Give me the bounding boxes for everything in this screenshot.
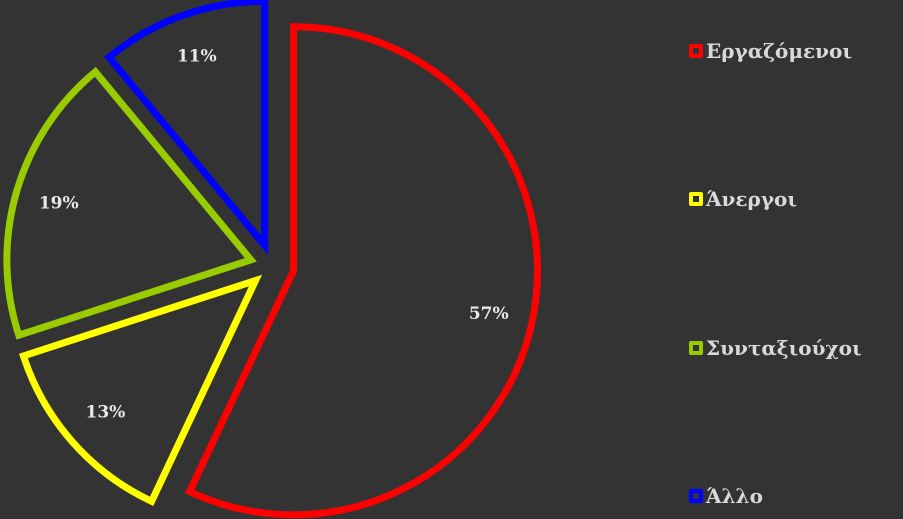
slice-label-pensioners: 19%: [39, 194, 79, 214]
slice-label-other: 11%: [177, 47, 217, 67]
slice-label-employed: 57%: [469, 304, 509, 324]
legend-item-other: Άλλο: [689, 483, 763, 509]
legend-item-pensioners: Συνταξιούχοι: [689, 335, 862, 361]
legend-label-unemployed: Άνεργοι: [706, 187, 798, 211]
pie-chart: 57% 13% 19% 11%: [3, 0, 541, 519]
legend-swatch-other: [689, 489, 703, 503]
legend-label-employed: Εργαζόμενοι: [706, 39, 853, 63]
legend-swatch-employed: [689, 44, 703, 58]
legend-swatch-pensioners: [689, 341, 703, 355]
legend-swatch-unemployed: [689, 192, 703, 206]
slice-label-unemployed: 13%: [86, 402, 126, 422]
pie-slice-unemployed: [19, 274, 263, 506]
legend-label-other: Άλλο: [706, 484, 763, 508]
pie-slice-pensioners: [3, 66, 257, 340]
legend-label-pensioners: Συνταξιούχοι: [706, 336, 862, 360]
pie-slice-employed: [184, 23, 541, 519]
pie-slice-other: [104, 0, 269, 256]
legend-item-unemployed: Άνεργοι: [689, 186, 797, 212]
legend-item-employed: Εργαζόμενοι: [689, 38, 852, 64]
